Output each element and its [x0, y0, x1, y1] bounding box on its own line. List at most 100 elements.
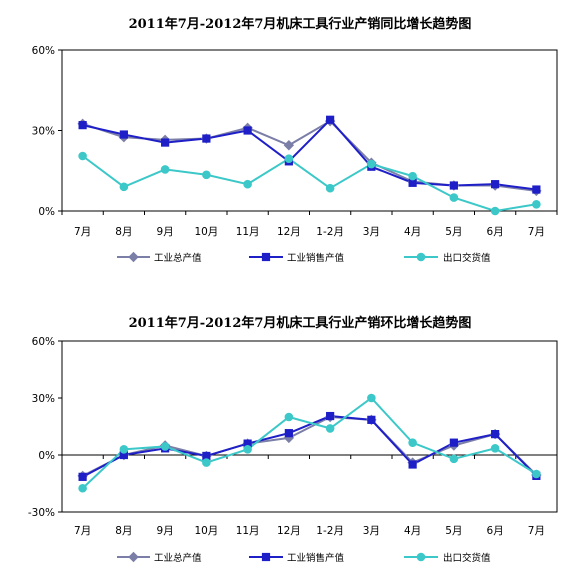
x-tick-label: 8月: [115, 226, 132, 238]
x-tick-label: 6月: [487, 525, 504, 537]
data-point-circle: [367, 393, 376, 403]
x-tick-label: 7月: [74, 226, 91, 238]
data-point-circle: [408, 438, 417, 447]
series-line-square: [82, 118, 537, 191]
x-tick-label: 8月: [115, 525, 132, 537]
legend-label: 工业总产值: [154, 252, 202, 264]
data-point-square: [161, 138, 170, 147]
data-point-circle: [367, 159, 376, 169]
data-point-circle: [490, 206, 500, 216]
y-tick-label: 60%: [32, 336, 55, 348]
data-point-square: [243, 126, 252, 135]
data-point-circle: [243, 179, 252, 189]
data-point-circle: [408, 171, 417, 181]
data-point-diamond: [283, 140, 295, 151]
x-axis: 7月 8月 9月 10月 11月 12月 1-2月 3月 4月 5月 6月 7月: [61, 454, 558, 537]
data-point-circle: [119, 182, 129, 192]
series-lines: [77, 393, 542, 493]
legend: 工业总产值 工业销售产值 出口交货值: [117, 551, 491, 564]
legend: 工业总产值 工业销售产值 出口交货值: [117, 251, 491, 264]
y-tick-label: 0%: [38, 206, 55, 218]
chart-title: 2011年7月-2012年7月机床工具行业产销同比增长趋势图: [129, 16, 472, 32]
series-lines: [77, 115, 542, 216]
legend-label: 工业销售产值: [287, 252, 345, 264]
mom-growth-chart: 2011年7月-2012年7月机床工具行业产销环比增长趋势图 -30% 0% 30%…: [28, 315, 558, 564]
legend-label: 工业销售产值: [287, 552, 345, 564]
x-tick-label: 6月: [487, 226, 504, 238]
data-point-square: [78, 472, 87, 481]
x-tick-label: 10月: [194, 226, 218, 238]
data-point-square: [491, 430, 500, 439]
data-point-circle: [78, 151, 87, 161]
data-point-circle: [78, 483, 87, 493]
x-tick-label: 7月: [528, 226, 545, 238]
x-tick-label: 4月: [404, 525, 421, 537]
data-point-circle: [160, 442, 170, 451]
y-tick-label: 60%: [32, 45, 55, 57]
legend-label: 出口交货值: [443, 252, 491, 264]
plot-area: [61, 340, 558, 513]
yoy-growth-chart: 2011年7月-2012年7月机床工具行业产销同比增长趋势图 0%30%60% …: [32, 16, 558, 264]
x-tick-label: 4月: [404, 226, 421, 238]
data-point-square: [284, 429, 293, 438]
data-point-circle: [449, 454, 459, 464]
data-point-circle: [325, 424, 335, 433]
x-tick-label: 7月: [74, 525, 91, 537]
legend-marker-circle: [416, 552, 426, 562]
series-line-circle: [81, 396, 537, 489]
x-tick-label: 5月: [445, 226, 462, 238]
x-tick-label: 5月: [445, 525, 462, 537]
plot-area: [61, 49, 558, 212]
y-tick-label: 30%: [32, 393, 55, 405]
y-axis: 0% 30% 60%: [32, 45, 62, 218]
legend-marker-square: [261, 552, 271, 562]
data-point-square: [491, 180, 500, 189]
chart-title: 2011年7月-2012年7月机床工具行业产销环比增长趋势图: [129, 315, 472, 331]
data-point-circle: [449, 193, 459, 202]
data-point-square: [119, 130, 128, 139]
x-tick-label: 11月: [236, 525, 260, 537]
data-point-square: [449, 438, 458, 447]
legend-label: 工业总产值: [154, 552, 202, 564]
x-tick-label: 1-2月: [316, 226, 344, 238]
legend-marker-square: [261, 252, 271, 262]
x-tick-label: 12月: [277, 525, 301, 537]
x-tick-label: 1-2月: [316, 525, 344, 537]
data-point-circle: [325, 183, 335, 193]
x-axis: 7月 8月 9月 10月 11月 12月 1-2月 3月 4月 5月 6月 7月: [61, 211, 558, 238]
legend-marker-diamond: [128, 551, 139, 563]
data-point-square: [408, 460, 417, 469]
data-point-square: [532, 185, 541, 194]
data-point-circle: [532, 199, 541, 209]
data-point-square: [326, 411, 335, 421]
data-point-circle: [119, 445, 129, 454]
data-point-circle: [202, 458, 211, 467]
x-tick-label: 3月: [363, 226, 380, 238]
y-tick-label: 0%: [38, 450, 55, 462]
x-tick-label: 11月: [236, 226, 260, 238]
data-point-square: [367, 415, 376, 424]
data-point-square: [202, 134, 211, 143]
data-point-square: [78, 121, 87, 130]
series-line-square: [82, 415, 538, 478]
series-line-circle: [82, 155, 537, 213]
data-point-circle: [284, 154, 294, 163]
y-tick-label: -30%: [28, 507, 55, 519]
legend-label: 出口交货值: [443, 552, 491, 564]
x-tick-label: 12月: [277, 226, 301, 238]
x-tick-label: 9月: [157, 525, 174, 537]
data-point-circle: [202, 170, 211, 180]
x-tick-label: 7月: [528, 525, 545, 537]
data-point-circle: [532, 469, 541, 479]
data-point-circle: [160, 165, 170, 174]
y-axis: -30% 0% 30% 60%: [28, 336, 62, 519]
data-point-square: [326, 115, 335, 124]
data-point-square: [449, 181, 458, 190]
data-point-circle: [490, 444, 500, 453]
series-line-diamond: [82, 119, 537, 192]
legend-marker-diamond: [128, 251, 139, 263]
legend-marker-circle: [416, 252, 426, 262]
data-point-circle: [243, 445, 252, 454]
